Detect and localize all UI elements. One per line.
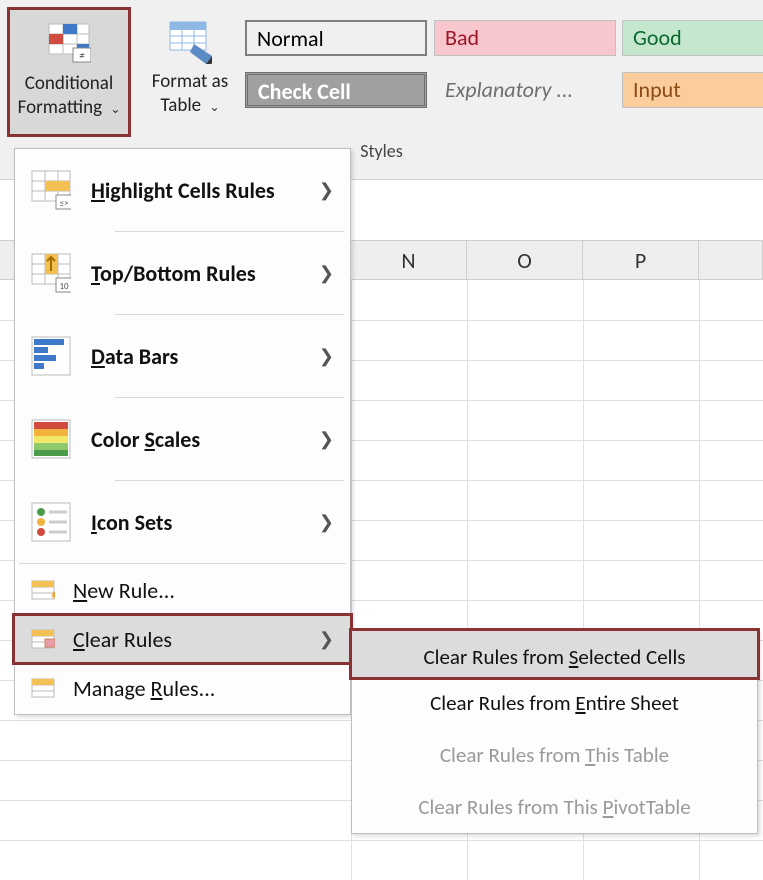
chevron-right-icon: ❯ bbox=[319, 345, 334, 367]
menu-clear-rules[interactable]: Clear Rules ❯ bbox=[12, 613, 353, 665]
style-check-cell[interactable]: Check Cell bbox=[245, 72, 427, 108]
submenu-clear-table: Clear Rules from This Table bbox=[352, 729, 757, 781]
menu-highlight-cells-rules[interactable]: ≤> Highlight Cells Rules ❯ bbox=[15, 149, 350, 231]
menu-icon-sets[interactable]: Icon Sets ❯ bbox=[15, 481, 350, 563]
chevron-down-icon: ⌄ bbox=[110, 103, 120, 117]
clear-rules-icon bbox=[31, 629, 55, 649]
svg-text:10: 10 bbox=[59, 281, 69, 292]
chevron-down-icon: ⌄ bbox=[209, 101, 219, 115]
chevron-right-icon: ❯ bbox=[319, 262, 334, 284]
submenu-clear-selected[interactable]: Clear Rules from Selected Cells bbox=[349, 628, 760, 680]
menu-label: Color Scales bbox=[91, 426, 200, 453]
menu-label: New Rule... bbox=[73, 577, 175, 604]
format-as-table-icon bbox=[168, 20, 212, 64]
style-normal[interactable]: Normal bbox=[245, 20, 427, 56]
conditional-formatting-icon: ≠ bbox=[47, 22, 91, 66]
chevron-right-icon: ❯ bbox=[319, 428, 334, 450]
menu-label: Icon Sets bbox=[91, 509, 172, 536]
highlight-cells-icon: ≤> bbox=[31, 170, 71, 210]
column-header[interactable] bbox=[699, 241, 763, 279]
top-bottom-icon: 10 bbox=[31, 253, 71, 293]
menu-label: Data Bars bbox=[91, 343, 178, 370]
menu-label: Top/Bottom Rules bbox=[91, 260, 256, 287]
icon-sets-icon bbox=[31, 502, 71, 542]
svg-text:≤>: ≤> bbox=[60, 198, 69, 209]
menu-label: Highlight Cells Rules bbox=[91, 177, 275, 204]
data-bars-icon bbox=[31, 336, 71, 376]
color-scales-icon bbox=[31, 419, 71, 459]
menu-manage-rules[interactable]: Manage Rules... bbox=[15, 662, 350, 714]
style-explanatory[interactable]: Explanatory ... bbox=[434, 72, 616, 108]
svg-text:≠: ≠ bbox=[79, 49, 84, 62]
column-header[interactable]: N bbox=[351, 241, 467, 279]
clear-rules-submenu: Clear Rules from Selected Cells Clear Ru… bbox=[351, 630, 758, 834]
menu-top-bottom-rules[interactable]: 10 Top/Bottom Rules ❯ bbox=[15, 232, 350, 314]
chevron-right-icon: ❯ bbox=[319, 628, 334, 650]
menu-data-bars[interactable]: Data Bars ❯ bbox=[15, 315, 350, 397]
format-as-table-button[interactable]: Format asTable ⌄ bbox=[140, 10, 240, 130]
manage-rules-icon bbox=[31, 678, 55, 698]
style-good[interactable]: Good bbox=[622, 20, 763, 56]
style-bad[interactable]: Bad bbox=[434, 20, 616, 56]
new-rule-icon: ✹ bbox=[31, 580, 55, 600]
chevron-right-icon: ❯ bbox=[319, 511, 334, 533]
submenu-clear-pivot: Clear Rules from This PivotTable bbox=[352, 781, 757, 833]
column-header[interactable]: P bbox=[583, 241, 699, 279]
menu-label: Clear Rules bbox=[73, 626, 172, 653]
menu-label: Manage Rules... bbox=[73, 675, 215, 702]
chevron-right-icon: ❯ bbox=[319, 179, 334, 201]
format-as-table-label: Format asTable ⌄ bbox=[152, 70, 228, 120]
conditional-formatting-button[interactable]: ≠ ConditionalFormatting ⌄ bbox=[7, 7, 131, 137]
conditional-formatting-menu: ≤> Highlight Cells Rules ❯ 10 Top/Bottom… bbox=[14, 148, 351, 715]
submenu-clear-sheet[interactable]: Clear Rules from Entire Sheet bbox=[352, 677, 757, 729]
style-input[interactable]: Input bbox=[622, 72, 763, 108]
conditional-formatting-label: ConditionalFormatting ⌄ bbox=[18, 72, 121, 122]
svg-text:✹: ✹ bbox=[50, 589, 55, 600]
menu-new-rule[interactable]: ✹ New Rule... bbox=[15, 564, 350, 616]
column-header[interactable]: O bbox=[467, 241, 583, 279]
menu-color-scales[interactable]: Color Scales ❯ bbox=[15, 398, 350, 480]
